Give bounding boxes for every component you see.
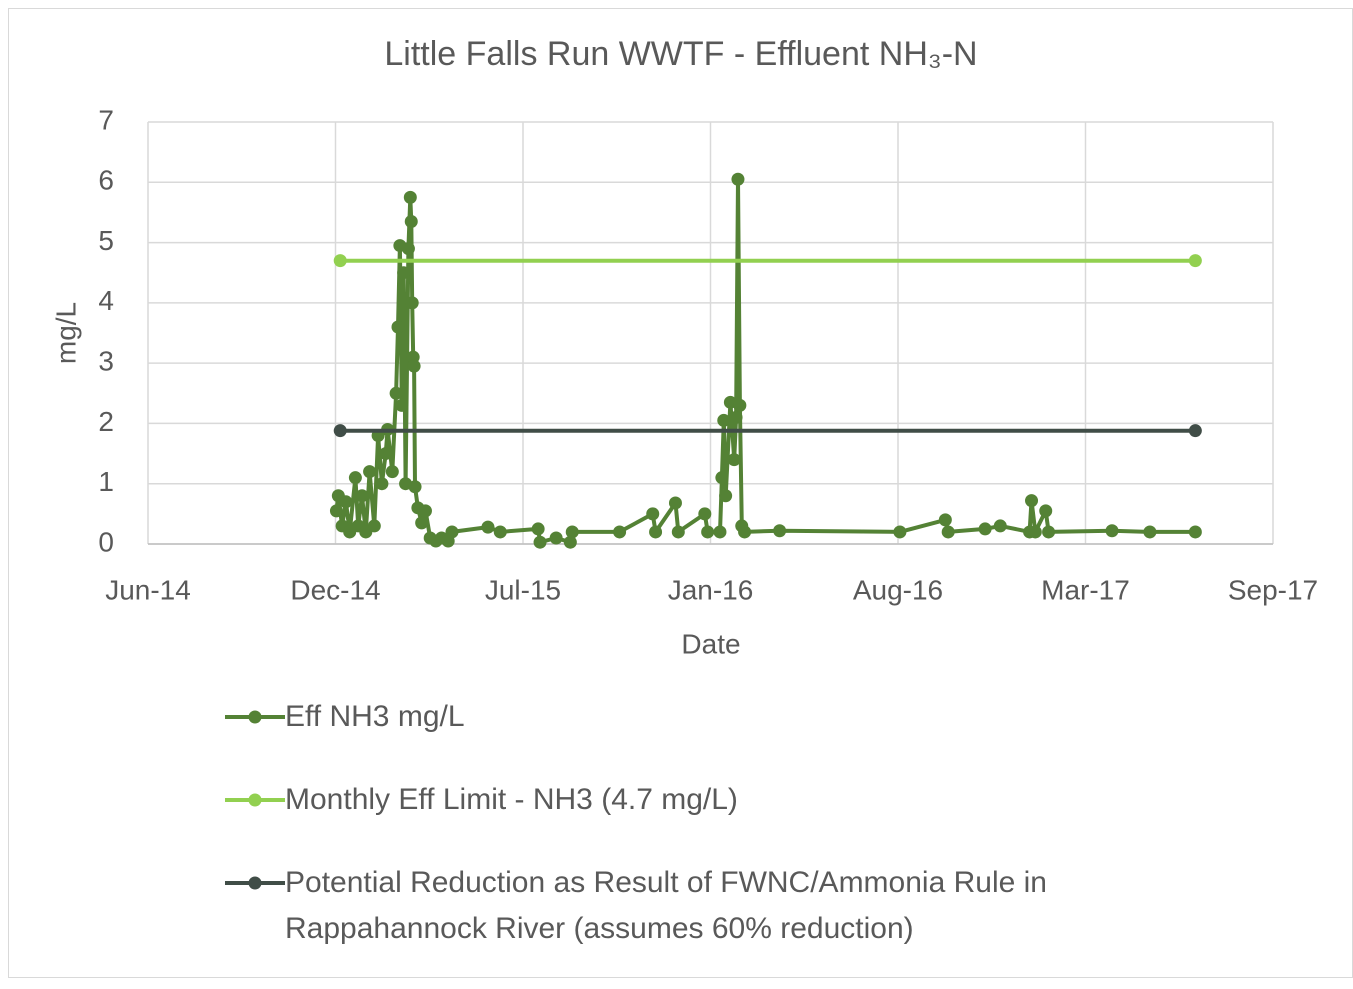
data-point [701, 525, 715, 539]
data-point [668, 496, 682, 510]
data-point [379, 447, 393, 461]
data-point [481, 520, 495, 534]
x-axis-label: Date [681, 628, 740, 659]
y-tick-label: 3 [98, 346, 114, 377]
legend-swatch [225, 793, 285, 807]
data-point [738, 525, 752, 539]
data-point [363, 465, 377, 479]
x-tick-label: Sep-17 [1228, 574, 1318, 605]
y-axis-label: mg/L [50, 302, 81, 364]
legend-item: Potential Reduction as Result of FWNC/Am… [225, 860, 1185, 952]
data-point [649, 525, 663, 539]
legend-label: Monthly Eff Limit - NH3 (4.7 mg/L) [285, 783, 738, 816]
data-point [389, 386, 403, 400]
data-point [733, 398, 747, 412]
data-point [375, 477, 389, 491]
data-point [1039, 504, 1053, 518]
legend-item: Monthly Eff Limit - NH3 (4.7 mg/L) [225, 777, 1185, 823]
data-point [727, 453, 741, 467]
legend: Eff NH3 mg/L Monthly Eff Limit - NH3 (4.7… [225, 694, 1185, 989]
x-tick-label: Mar-17 [1041, 574, 1130, 605]
y-tick-label: 6 [98, 165, 114, 196]
data-point [671, 525, 685, 539]
legend-label: Eff NH3 mg/L [285, 700, 465, 733]
data-point [717, 413, 731, 427]
y-tick-label: 1 [98, 466, 114, 497]
series-line [334, 177, 1196, 545]
data-point [493, 525, 507, 539]
data-point [1028, 525, 1042, 539]
data-point [893, 525, 907, 539]
data-point [549, 531, 563, 545]
x-tick-label: Dec-14 [290, 574, 380, 605]
legend-swatch [225, 710, 285, 724]
data-point [533, 535, 547, 549]
legend-swatch [225, 876, 285, 890]
data-point [404, 214, 418, 228]
legend-item: Eff NH3 mg/L [225, 694, 1185, 740]
data-point [719, 489, 733, 503]
legend-marker [248, 793, 262, 807]
legend-label: Potential Reduction as Result of FWNC/Am… [285, 866, 1047, 945]
data-point [385, 465, 399, 479]
legend-marker [248, 876, 262, 890]
x-tick-label: Jul-15 [485, 574, 561, 605]
data-point [405, 296, 419, 310]
data-point [565, 525, 579, 539]
y-tick-label: 7 [98, 104, 114, 135]
chart-title: Little Falls Run WWTF - Effluent NH₃-N [384, 35, 977, 73]
data-point [773, 524, 787, 538]
data-point [731, 172, 745, 186]
data-point [329, 504, 343, 518]
data-point [1025, 494, 1039, 508]
data-point [418, 504, 432, 518]
data-point [415, 516, 429, 530]
data-point [1188, 424, 1202, 438]
x-tick-label: Jan-16 [668, 574, 754, 605]
data-point [713, 525, 727, 539]
y-tick-label: 5 [98, 225, 114, 256]
data-point [339, 495, 353, 509]
data-point [613, 525, 627, 539]
data-point [407, 359, 421, 373]
data-point [445, 525, 459, 539]
data-point [1105, 524, 1119, 538]
data-point [403, 190, 417, 204]
data-point [698, 507, 712, 521]
data-point [1042, 525, 1056, 539]
data-point [333, 424, 347, 438]
data-point [355, 489, 369, 503]
data-point [348, 471, 362, 485]
data-point [993, 519, 1007, 533]
data-point [531, 522, 545, 536]
data-point [646, 507, 660, 521]
data-point [408, 480, 422, 494]
y-tick-label: 0 [98, 526, 114, 557]
data-point [367, 519, 381, 533]
legend-marker [248, 710, 262, 724]
chart: Little Falls Run WWTF - Effluent NH₃-N m… [50, 35, 1318, 659]
data-point [391, 320, 405, 334]
data-point [978, 522, 992, 536]
data-point [941, 525, 955, 539]
data-point [729, 410, 743, 424]
x-tick-label: Aug-16 [853, 574, 943, 605]
y-tick-label: 2 [98, 406, 114, 437]
data-point [563, 535, 577, 549]
data-point [1143, 525, 1157, 539]
data-point [938, 513, 952, 527]
data-point [715, 471, 729, 485]
data-point [395, 398, 409, 412]
y-tick-label: 4 [98, 285, 114, 316]
data-point [401, 242, 415, 256]
data-point [333, 254, 347, 268]
data-point [397, 266, 411, 280]
data-point [1188, 525, 1202, 539]
data-point [1188, 254, 1202, 268]
x-tick-label: Jun-14 [105, 574, 191, 605]
